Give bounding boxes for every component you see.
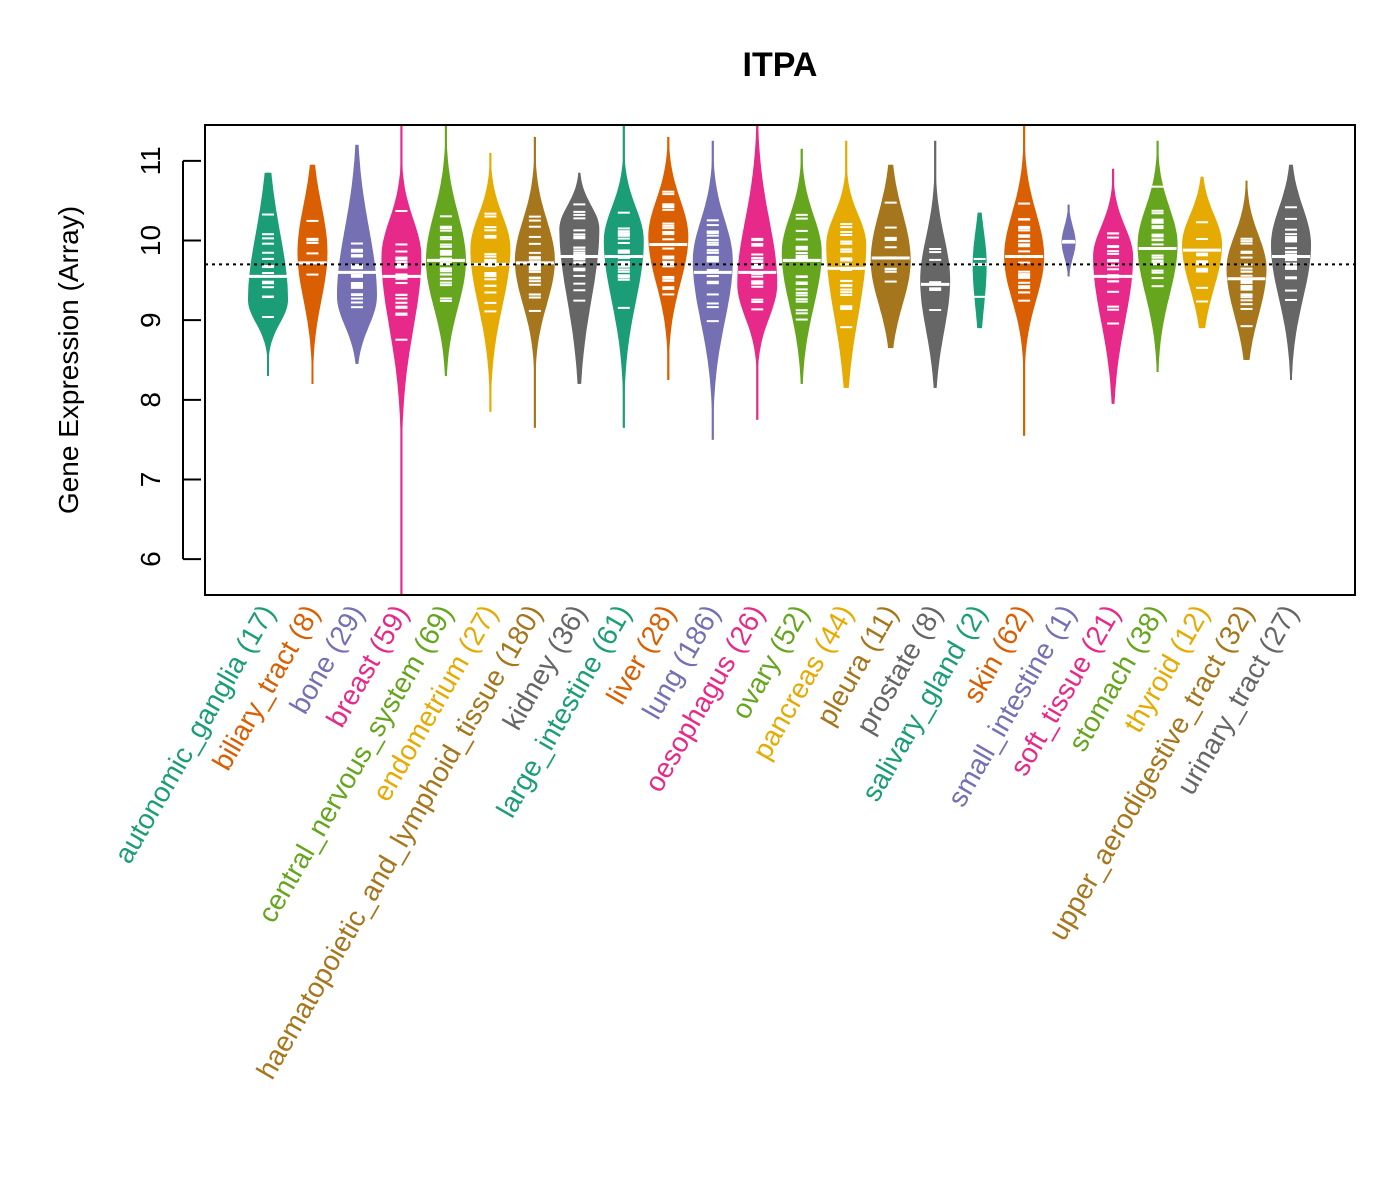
y-axis-label: Gene Expression (Array) (53, 206, 84, 514)
violin-liver (648, 136, 689, 380)
violin-central-nervous-system (425, 125, 466, 376)
violin-small-intestine (1061, 204, 1076, 277)
y-axis: 6 7 8 9 10 11 (135, 146, 201, 567)
violin-body (1093, 168, 1134, 404)
y-tick-label: 9 (135, 312, 166, 328)
violin-ovary (781, 148, 822, 384)
violin-autonomic-ganglia (248, 172, 288, 376)
violin-pancreas (826, 140, 867, 388)
violin-salivary-gland (972, 212, 987, 329)
violin-body (1271, 164, 1311, 380)
violin-oesophagus (737, 125, 778, 420)
violin-urinary-tract (1271, 164, 1311, 380)
violin-body (1004, 125, 1045, 436)
violin-haematopoietic-and-lymphoid-tissue (514, 136, 555, 428)
violin-body (692, 140, 733, 440)
y-tick-label: 11 (135, 146, 166, 175)
violin-pleura (870, 164, 911, 349)
violin-upper-aerodigestive-tract (1226, 180, 1267, 360)
violin-body (972, 212, 987, 329)
violin-lung (692, 140, 733, 440)
chart-title: ITPA (743, 46, 818, 84)
violin-body (381, 125, 422, 595)
violin-breast (381, 125, 422, 595)
y-tick-label: 6 (135, 551, 166, 567)
x-axis-labels: autonomic_ganglia (17)biliary_tract (8)b… (108, 600, 1304, 1085)
y-tick-label: 7 (135, 472, 166, 488)
violin-body (1182, 176, 1222, 329)
violin-body (1226, 180, 1267, 360)
violin-body (514, 136, 555, 428)
violin-endometrium (470, 152, 511, 412)
y-tick-label: 8 (135, 392, 166, 408)
violin-body (559, 172, 600, 384)
y-tick-label: 10 (135, 225, 166, 256)
violin-large-intestine (603, 125, 644, 428)
plot-frame (204, 124, 1356, 596)
violin-skin (1004, 125, 1045, 436)
violin-body (248, 172, 288, 376)
violin-body (470, 152, 511, 412)
violin-stomach (1137, 140, 1178, 372)
violins (248, 125, 1311, 595)
violin-soft-tissue (1093, 168, 1134, 404)
violin-body (781, 148, 822, 384)
violin-bone (337, 144, 377, 364)
violin-kidney (559, 172, 600, 384)
violin-biliary-tract (297, 164, 328, 384)
violin-thyroid (1182, 176, 1222, 329)
